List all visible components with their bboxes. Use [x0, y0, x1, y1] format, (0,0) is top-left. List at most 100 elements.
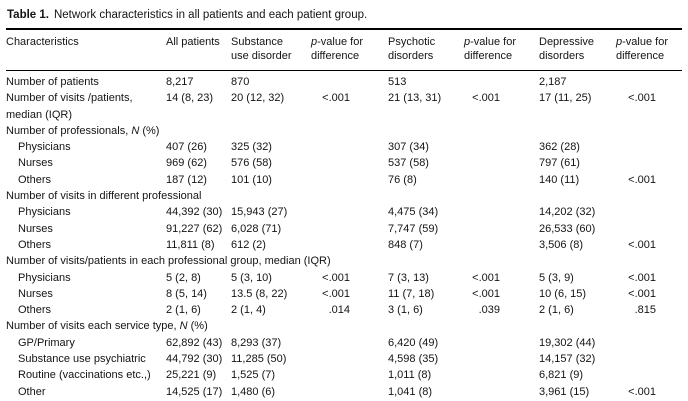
value-cell: 91,227 (62) [166, 222, 223, 235]
value-cell: 6,028 (71) [231, 222, 282, 235]
p-value-cell [311, 172, 388, 188]
value-cell: 76 (8) [388, 173, 417, 186]
value-cell: 11,285 (50) [231, 353, 287, 366]
col-header-depressive-disorders: Depressive disorders [539, 29, 616, 71]
col-header-p-value-3: p-value for difference [616, 29, 682, 71]
value-cell: 3 (1, 6) [388, 304, 423, 317]
table-row: Other 14,525 (17) 1,480 (6) 1,041 (8) 3,961 … [6, 384, 682, 401]
italic-text: p [311, 36, 318, 48]
col-header-p-value-1: p-value for difference [311, 29, 388, 71]
value-cell: 6,420 (49) [388, 336, 439, 349]
text-segment: -value for difference [616, 36, 668, 62]
col-header-characteristics: Characteristics [6, 29, 166, 71]
table-caption-text: Network characteristics in all patients … [53, 9, 368, 21]
p-value-cell [616, 139, 682, 155]
text-segment: Number of patients [6, 76, 99, 88]
text-segment: Psychotic disorders [388, 36, 436, 62]
p-value-cell [464, 367, 539, 383]
p-value-cell [311, 335, 388, 351]
value-cell: 21 (13, 31) [388, 92, 442, 105]
row-label: GP/Primary [6, 335, 166, 351]
text-segment: (%) [187, 320, 208, 333]
value-cell: 7 (3, 13) [388, 271, 429, 284]
value-cell: 14,157 (32) [539, 353, 596, 366]
value-cell: 3,961 (15) [539, 385, 590, 398]
row-label: Nurses [6, 286, 166, 302]
value-cell: 325 (32) [231, 141, 272, 154]
p-value-cell [464, 335, 539, 351]
section-label: Number of visits/patients in each profes… [6, 253, 682, 269]
italic-text: N [131, 124, 140, 137]
p-value-cell: <.001 [472, 271, 500, 284]
table-row: Others 187 (12) 101 (10) 76 (8) 140 (11) <.00… [6, 172, 682, 188]
value-cell: 8,217 [166, 76, 194, 88]
p-value-cell [311, 204, 388, 220]
row-label: Substance use psychiatric [6, 351, 166, 367]
value-cell: 1,480 (6) [231, 385, 276, 398]
p-value-cell [464, 384, 539, 401]
value-cell: 13.5 (8, 22) [231, 287, 288, 300]
row-label: Other [6, 384, 166, 401]
table-row: GP/Primary 62,892 (43) 8,293 (37) 6,420 (49… [6, 335, 682, 351]
section-label: Number of visits each service type, N (%… [6, 318, 682, 334]
text-segment: Nurses [18, 157, 53, 170]
p-value-cell: <.001 [322, 287, 350, 300]
table-caption-number: Table 1. [7, 9, 49, 21]
value-cell: 8 (5, 14) [166, 287, 207, 300]
row-label: Others [6, 302, 166, 318]
value-cell: 6,821 (9) [539, 369, 584, 382]
col-header-substance-use-disorder: Substance use disorder [231, 29, 311, 71]
value-cell: 15,943 (27) [231, 206, 288, 219]
text-segment: Characteristics [6, 36, 79, 48]
value-cell: 307 (34) [388, 141, 429, 154]
table-row: Physicians 5 (2, 8) 5 (3, 10) <.001 7 (3, 13… [6, 270, 682, 286]
p-value-cell: <.001 [628, 385, 656, 398]
p-value-cell [464, 139, 539, 155]
text-segment: Substance use psychiatric [18, 353, 146, 366]
value-cell: 44,392 (30) [166, 206, 223, 219]
value-cell: 1,525 (7) [231, 369, 276, 382]
col-header-psychotic-disorders: Psychotic disorders [388, 29, 464, 71]
p-value-cell [616, 204, 682, 220]
value-cell: 2 (1, 6) [166, 304, 201, 317]
table-body: Number of patients 8,217 870 513 2,187 Number… [6, 71, 682, 401]
table-row: Number of patients 8,217 870 513 2,187 [6, 71, 682, 91]
table-row: Number of visits /patients, median (IQR)… [6, 90, 682, 123]
p-value-cell [464, 172, 539, 188]
text-segment: Physicians [18, 206, 71, 219]
p-value-cell: <.001 [472, 287, 500, 300]
text-segment: Number of visits/patients in each profes… [6, 255, 331, 268]
p-value-cell: <.001 [322, 271, 350, 284]
value-cell: 101 (10) [231, 173, 272, 186]
text-segment: -value for difference [311, 36, 363, 62]
text-segment: Nurses [18, 222, 53, 235]
value-cell: 7,747 (59) [388, 222, 439, 235]
text-segment: Nurses [18, 287, 53, 300]
text-segment: Routine (vaccinations etc.,) [18, 369, 151, 382]
col-header-all-patients: All patients [166, 29, 231, 71]
text-segment: Number of professionals, [6, 124, 132, 137]
value-cell: 140 (11) [539, 173, 580, 186]
text-segment: -value for difference [464, 36, 516, 62]
row-label: Physicians [6, 139, 166, 155]
col-header-p-value-2: p-value for difference [464, 29, 539, 71]
text-segment: (%) [139, 124, 160, 137]
value-cell: 8,293 (37) [231, 336, 282, 349]
value-cell: 26,533 (60) [539, 222, 596, 235]
section-label: Number of professionals, N (%) [6, 123, 682, 139]
p-value-cell [311, 367, 388, 383]
section-label: Number of visits in different profession… [6, 188, 682, 204]
italic-text: N [179, 320, 188, 333]
value-cell: 25,221 (9) [166, 369, 217, 382]
table-header: Characteristics All patients Substance use… [6, 29, 682, 71]
value-cell: 537 (58) [388, 157, 429, 170]
table-row: Others 2 (1, 6) 2 (1, 4) .014 3 (1, 6) .039 2 … [6, 302, 682, 318]
p-value-cell: .039 [478, 304, 500, 317]
p-value-cell: <.001 [628, 173, 656, 186]
row-label: Number of visits /patients, median (IQR) [6, 90, 166, 123]
text-segment: Physicians [18, 141, 71, 154]
table-row: Others 11,811 (8) 612 (2) 848 (7) 3,506 (8) <… [6, 237, 682, 253]
value-cell: 362 (28) [539, 141, 580, 154]
text-segment: GP/Primary [18, 336, 75, 349]
